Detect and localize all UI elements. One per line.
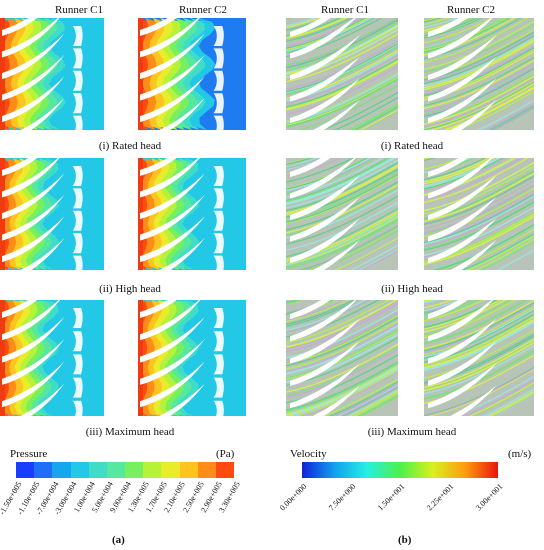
b-row-caption-rated: (i) Rated head (380, 140, 444, 152)
b-velocity-c1-max (286, 300, 398, 416)
b-col-label-c2: Runner C2 (447, 4, 495, 16)
a-colorbar-swatch (88, 462, 107, 478)
b-velocity-c2-high (424, 158, 534, 270)
a-legend-title: Pressure (10, 448, 48, 460)
a-colorbar-swatch (143, 462, 162, 478)
b-legend-tick-label: 7.50e+000 (326, 482, 358, 513)
a-pressure-c2-max (138, 300, 246, 416)
a-col-label-c2: Runner C2 (179, 4, 227, 16)
a-colorbar-swatch (179, 462, 198, 478)
a-col-label-c1: Runner C1 (55, 4, 103, 16)
a-colorbar-swatch (125, 462, 144, 478)
a-row-caption-high: (ii) High head (99, 283, 161, 295)
b-legend-colorbar (302, 462, 498, 478)
a-colorbar-swatch (52, 462, 71, 478)
b-velocity-c1-rated (286, 18, 398, 130)
a-pressure-c1-rated (0, 18, 104, 130)
b-legend-tick-label: 0.00e+000 (277, 482, 309, 513)
a-pressure-c1-max (0, 300, 104, 416)
a-colorbar-swatch (16, 462, 35, 478)
a-row-caption-max: (iii) Maximum head (85, 426, 175, 438)
b-velocity-c1-high (286, 158, 398, 270)
b-row-caption-high: (ii) High head (381, 283, 443, 295)
a-colorbar-swatch (106, 462, 126, 478)
a-pressure-c2-rated (138, 18, 246, 130)
b-legend-title: Velocity (290, 448, 327, 460)
b-legend-tick-label: 2.25e+001 (424, 482, 456, 513)
a-pressure-c2-high (138, 158, 246, 270)
b-legend-unit: (m/s) (508, 448, 532, 460)
b-legend-tick-label: 1.50e+001 (375, 482, 407, 513)
a-colorbar-swatch (70, 462, 89, 478)
a-legend-colorbar (16, 462, 235, 478)
a-colorbar-swatch (34, 462, 53, 478)
a-row-caption-rated: (i) Rated head (98, 140, 162, 152)
b-velocity-c2-max (424, 300, 534, 416)
b-row-caption-max: (iii) Maximum head (367, 426, 457, 438)
a-colorbar-swatch (161, 462, 180, 478)
a-pressure-c1-high (0, 158, 104, 270)
a-colorbar-swatch (215, 462, 235, 478)
a-colorbar-swatch (197, 462, 216, 478)
a-legend-ticks: -1.50e+005 -1.10e+005 -7.00e+004 -3.00e+004… (0, 480, 260, 530)
b-panel-label: (b) (398, 534, 412, 546)
b-col-label-c1: Runner C1 (321, 4, 369, 16)
a-panel-label: (a) (112, 534, 125, 546)
b-velocity-c2-rated (424, 18, 534, 130)
a-legend-unit: (Pa) (216, 448, 235, 460)
b-legend-tick-label: 3.00e+001 (473, 482, 505, 513)
b-legend-ticks: 0.00e+000 7.50e+000 1.50e+001 2.25e+001 3.00… (278, 480, 544, 530)
